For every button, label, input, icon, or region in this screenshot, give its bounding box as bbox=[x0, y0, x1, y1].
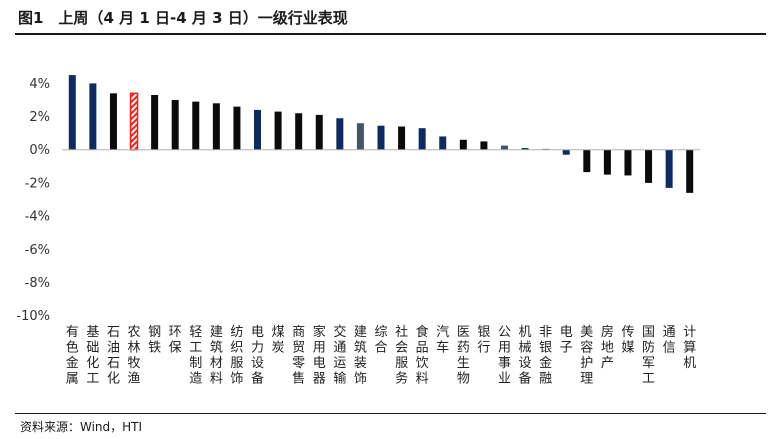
x-tick-label: 电子 bbox=[560, 325, 573, 356]
x-axis-labels: 有色金属基础化工石油石化农林牧渔钢铁环保轻工制造建筑材料纺织服饰电力设备煤炭商贸… bbox=[66, 324, 696, 387]
bar-chart: 4% 2% 0% -2% -4% -6% -8% -10% 有色金属基础化工石油石化农林牧渔钢… bbox=[16, 75, 700, 387]
x-tick-label: 煤炭 bbox=[272, 325, 285, 356]
bar bbox=[89, 83, 97, 150]
bar bbox=[624, 149, 632, 176]
x-tick-label: 钢铁 bbox=[148, 325, 161, 356]
y-tick-label: -2% bbox=[25, 176, 50, 191]
bar bbox=[295, 113, 303, 150]
x-tick-label: 环保 bbox=[169, 325, 182, 356]
bar bbox=[562, 149, 570, 155]
x-tick-label: 食品饮料 bbox=[416, 324, 429, 387]
bar bbox=[439, 136, 447, 150]
bar bbox=[500, 145, 508, 150]
y-tick-label: -6% bbox=[25, 243, 50, 258]
x-tick-label: 农林牧渔 bbox=[128, 325, 141, 387]
bar bbox=[377, 125, 385, 150]
bar bbox=[109, 93, 117, 150]
bar bbox=[665, 149, 673, 188]
bar bbox=[336, 118, 344, 150]
bar bbox=[480, 141, 488, 150]
bar bbox=[315, 114, 323, 150]
x-tick-label: 电力设备 bbox=[251, 325, 264, 387]
x-tick-label: 建筑材料 bbox=[210, 325, 223, 387]
bars bbox=[68, 75, 694, 193]
x-tick-label: 基础化工 bbox=[86, 325, 99, 387]
x-tick-label: 银行 bbox=[477, 325, 490, 356]
y-tick-label: 0% bbox=[29, 143, 50, 158]
bar bbox=[233, 106, 241, 150]
bar bbox=[418, 128, 426, 150]
bar bbox=[603, 149, 611, 175]
x-tick-label: 计算机 bbox=[683, 325, 696, 371]
bar bbox=[274, 111, 282, 150]
x-tick-label: 美容护理 bbox=[580, 325, 593, 387]
y-tick-label: 4% bbox=[29, 77, 50, 92]
bar bbox=[171, 99, 179, 150]
x-tick-label: 医药生物 bbox=[457, 325, 470, 387]
x-tick-label: 汽车 bbox=[436, 325, 449, 356]
x-tick-label: 非银金融 bbox=[539, 325, 552, 387]
x-tick-label: 社会服务 bbox=[395, 324, 408, 387]
bar bbox=[356, 123, 364, 150]
y-tick-label: -8% bbox=[25, 276, 50, 291]
title-rule bbox=[15, 33, 766, 35]
bar bbox=[192, 101, 200, 150]
bar bbox=[398, 126, 406, 150]
x-tick-label: 国防军工 bbox=[642, 325, 655, 387]
x-tick-label: 石油石化 bbox=[107, 325, 120, 387]
bar bbox=[212, 103, 220, 150]
x-tick-label: 轻工制造 bbox=[189, 325, 202, 387]
bar bbox=[68, 75, 76, 150]
bottom-rule bbox=[15, 413, 766, 414]
x-tick-label: 建筑装饰 bbox=[354, 325, 367, 387]
bar bbox=[254, 109, 262, 150]
x-tick-label: 商贸零售 bbox=[292, 325, 305, 387]
y-tick-label: -10% bbox=[16, 309, 50, 324]
bar bbox=[151, 94, 159, 150]
x-tick-label: 传媒 bbox=[621, 325, 634, 356]
y-axis-ticks: 4% 2% 0% -2% -4% -6% -8% -10% bbox=[16, 77, 50, 324]
x-tick-label: 有色金属 bbox=[66, 325, 79, 387]
x-tick-label: 通信 bbox=[663, 325, 676, 356]
bar bbox=[583, 149, 591, 173]
source-note: 资料来源：Wind，HTI bbox=[20, 420, 143, 434]
figure-title: 图1 上周（4 月 1 日-4 月 3 日）一级行业表现 bbox=[18, 9, 348, 27]
bar bbox=[129, 92, 139, 151]
bar bbox=[521, 148, 529, 150]
bar bbox=[686, 149, 694, 193]
x-tick-label: 房地产 bbox=[601, 324, 614, 371]
y-tick-label: -4% bbox=[25, 210, 50, 225]
x-tick-label: 综合 bbox=[374, 325, 387, 356]
bar bbox=[459, 139, 467, 150]
x-tick-label: 交通运输 bbox=[333, 324, 346, 387]
x-tick-label: 公用事业 bbox=[498, 325, 511, 387]
x-tick-label: 机械设备 bbox=[519, 325, 532, 387]
bar bbox=[645, 149, 653, 183]
x-tick-label: 纺织服饰 bbox=[230, 325, 243, 387]
y-tick-label: 2% bbox=[29, 110, 50, 125]
x-tick-label: 家用电器 bbox=[313, 324, 326, 387]
